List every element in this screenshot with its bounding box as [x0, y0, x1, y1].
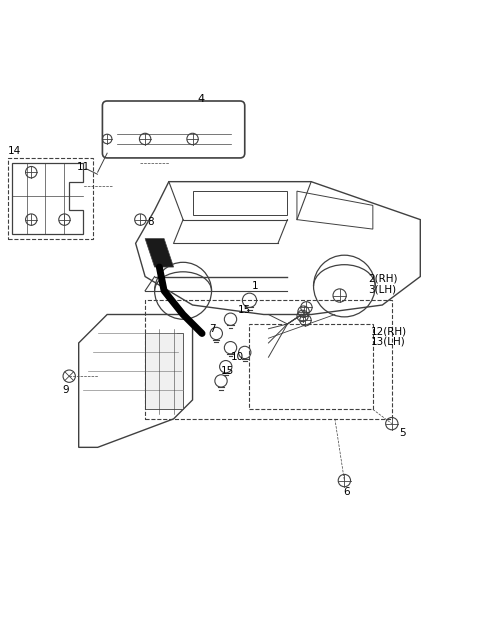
- Bar: [8, 158, 93, 238]
- Bar: [145, 300, 392, 419]
- Text: 15: 15: [221, 367, 234, 376]
- Text: 13(LH): 13(LH): [371, 337, 405, 347]
- Text: 9: 9: [62, 386, 69, 396]
- Text: 2(RH): 2(RH): [368, 274, 397, 284]
- Text: 14: 14: [8, 146, 21, 156]
- Polygon shape: [145, 333, 183, 409]
- Text: 6: 6: [343, 487, 350, 498]
- Text: 11: 11: [76, 162, 90, 172]
- Text: 10: 10: [230, 352, 244, 362]
- Text: 4: 4: [197, 94, 204, 104]
- Bar: [250, 324, 373, 409]
- Text: 8: 8: [147, 217, 154, 227]
- Text: 12(RH): 12(RH): [371, 326, 407, 336]
- Text: 3(LH): 3(LH): [368, 284, 396, 294]
- Text: 1: 1: [252, 281, 259, 291]
- Polygon shape: [145, 238, 174, 267]
- Text: 5: 5: [399, 428, 406, 438]
- Text: 7: 7: [209, 324, 216, 334]
- Text: 15: 15: [238, 305, 251, 314]
